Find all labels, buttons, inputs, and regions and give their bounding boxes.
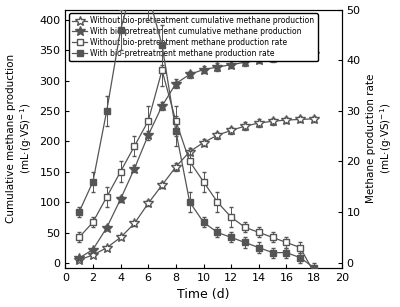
Legend: Without bio-pretreatment cumulative methane production, With bio-pretreatment cu: Without bio-pretreatment cumulative meth…	[69, 14, 318, 61]
Y-axis label: Methane production rate
(mL·(g·VS)$^{-1}$): Methane production rate (mL·(g·VS)$^{-1}…	[366, 74, 394, 204]
Y-axis label: Cumulative methane production
(mL·(g·VS)$^{-1}$): Cumulative methane production (mL·(g·VS)…	[6, 54, 34, 223]
X-axis label: Time (d): Time (d)	[177, 289, 230, 301]
